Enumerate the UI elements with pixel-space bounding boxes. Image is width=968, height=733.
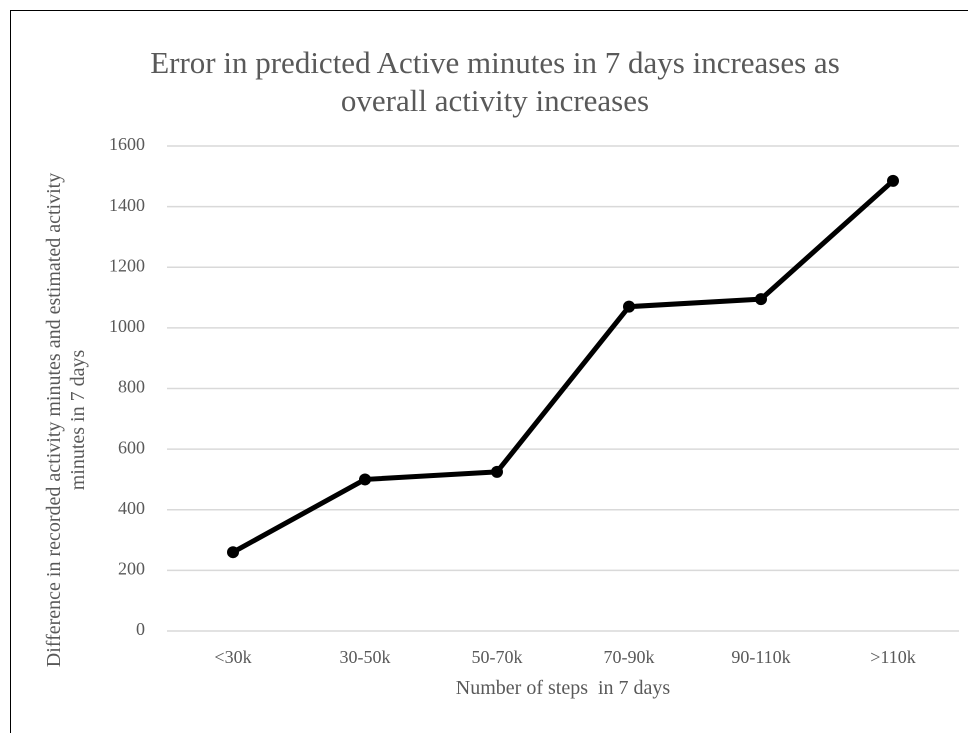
x-tick-label: 70-90k [604, 647, 655, 667]
x-tick-label: 50-70k [472, 647, 523, 667]
data-point [887, 174, 899, 187]
x-tick-label: 90-110k [731, 647, 790, 667]
chart-border [10, 10, 968, 733]
x-tick-label: 30-50k [340, 647, 391, 667]
y-tick-label: 400 [118, 498, 145, 518]
data-point [755, 293, 767, 306]
y-tick-label: 600 [118, 437, 145, 457]
data-point [623, 300, 635, 313]
data-point [359, 473, 371, 486]
data-line [231, 178, 895, 555]
data-point [227, 546, 239, 559]
x-tick-label: <30k [214, 647, 251, 667]
y-axis-label: Difference in recorded activity minutes … [43, 172, 89, 668]
y-tick-label: 1400 [109, 195, 145, 215]
x-axis-label: Number of steps in 7 days [455, 677, 671, 699]
data-point [491, 465, 503, 478]
y-tick-label: 1000 [109, 316, 145, 336]
y-tick-label: 800 [118, 377, 145, 397]
y-tick-label: 1600 [109, 134, 145, 154]
chart-title: Error in predicted Active minutes in 7 d… [150, 45, 840, 118]
y-tick-label: 0 [136, 619, 145, 639]
x-tick-label: >110k [870, 647, 915, 667]
y-tick-label: 1200 [109, 255, 145, 275]
y-tick-label: 200 [118, 559, 145, 579]
